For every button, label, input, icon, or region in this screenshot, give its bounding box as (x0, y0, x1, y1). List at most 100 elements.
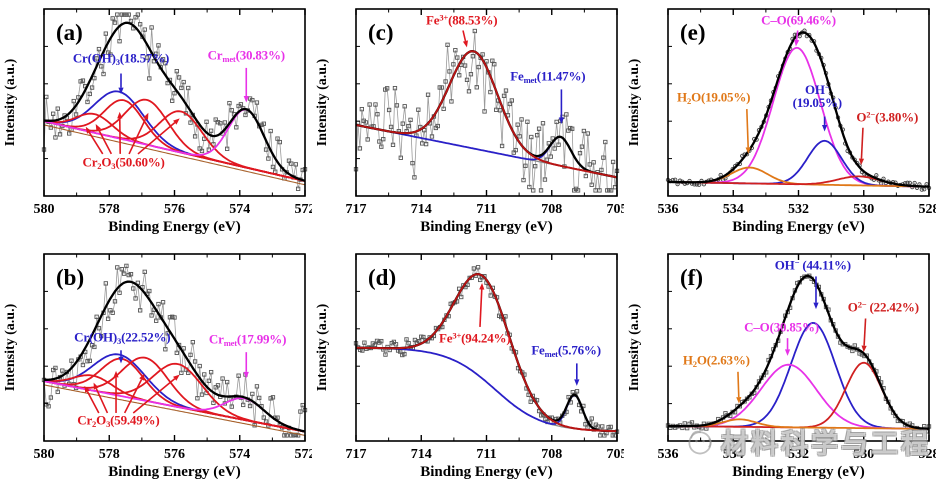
annotation-arrow (137, 121, 176, 155)
main-fit-top (355, 273, 617, 433)
annotation-arrow (97, 129, 113, 155)
x-tick-label: 578 (99, 447, 120, 462)
panel-a: 580 578 576 574 572 Binding Energy (eV) Intens… (0, 0, 312, 245)
x-tick-label: 578 (99, 202, 120, 217)
envelope-curve (43, 21, 306, 182)
y-axis-label: Intensity (a.u.) (627, 58, 642, 146)
fit-peak-0 (667, 321, 929, 430)
x-tick-label: 714 (411, 447, 432, 462)
annotation-arrow (746, 109, 749, 148)
annotation-arrow (479, 289, 483, 327)
panel-e: 536 534 532 530 528 Binding Energy (eV) Intens… (624, 0, 936, 245)
x-tick-label: 572 (295, 202, 313, 217)
x-tick-label: 574 (229, 447, 250, 462)
raw-data-trace (667, 275, 930, 433)
plot-frame (355, 8, 618, 197)
y-axis-label: Intensity (a.u.) (315, 303, 330, 391)
x-tick-label: 572 (295, 447, 313, 462)
annotation-arrow (128, 118, 147, 155)
x-tick-label: 705 (607, 447, 625, 462)
x-tick-label: 530 (853, 447, 874, 462)
plot-frame (43, 8, 306, 197)
annotation-arrow (795, 30, 799, 41)
x-axis-label: Binding Energy (eV) (732, 219, 865, 235)
raw-data-trace (667, 30, 930, 191)
envelope-curve (44, 280, 306, 433)
panel-letter: (a) (56, 20, 83, 45)
fit-peak-3 (667, 418, 929, 430)
x-tick-label: 532 (788, 202, 809, 217)
x-tick-label: 536 (658, 202, 679, 217)
baseline-2 (43, 124, 306, 186)
envelope-curve (667, 274, 930, 430)
x-axis-label: Binding Energy (eV) (108, 219, 241, 235)
x-tick-label: 574 (229, 202, 250, 217)
x-tick-label: 708 (541, 447, 562, 462)
y-axis-label: Intensity (a.u.) (627, 303, 642, 391)
baseline-2 (43, 384, 306, 436)
x-tick-label: 714 (411, 202, 432, 217)
x-tick-label: 717 (346, 202, 367, 217)
spectrum-plot-e: 536 534 532 530 528 Binding Energy (eV) Intens… (627, 8, 936, 235)
envelope-curve (668, 31, 929, 188)
panel-b: 580 578 576 574 572 Binding Energy (eV) Intens… (0, 245, 312, 490)
x-tick-label: 708 (541, 202, 562, 217)
annotation-arrow (123, 379, 143, 414)
x-tick-label: 705 (607, 202, 625, 217)
fit-peak-2 (667, 361, 930, 430)
raw-data-trace (355, 30, 618, 192)
x-tick-label: 711 (476, 202, 496, 217)
annotation-arrow (863, 318, 867, 346)
plot-frame (667, 253, 930, 442)
x-tick-label: 576 (164, 202, 185, 217)
spectrum-plot-f: 536 534 532 530 528 Binding Energy (eV) Intens… (627, 253, 936, 480)
x-tick-label: 536 (658, 447, 679, 462)
x-tick-label: 580 (34, 202, 55, 217)
x-tick-label: 717 (346, 447, 367, 462)
annotation-arrow (462, 30, 467, 42)
spectrum-plot-c: 717 714 711 708 705 Binding Energy (eV) Intens… (315, 8, 625, 235)
x-tick-label: 534 (723, 202, 744, 217)
annotation-arrow (860, 127, 864, 159)
panel-d: 717 714 711 708 705 Binding Energy (eV) Intens… (312, 245, 624, 490)
x-tick-label: 532 (788, 447, 809, 462)
envelope-curve (355, 272, 617, 433)
y-axis-label: Intensity (a.u.) (3, 303, 18, 391)
x-tick-label: 530 (853, 202, 874, 217)
fit-peak-1 (667, 363, 929, 430)
x-tick-label: 534 (723, 447, 744, 462)
x-tick-label: 576 (164, 447, 185, 462)
main-fit-top (355, 50, 618, 179)
annotation-arrow (737, 371, 740, 398)
x-tick-label: 528 (919, 202, 936, 217)
fit-peak-0 (43, 90, 306, 182)
x-tick-label: 528 (919, 447, 936, 462)
panel-letter: (b) (56, 265, 84, 290)
panel-c: 717 714 711 708 705 Binding Energy (eV) Intens… (312, 0, 624, 245)
annotation-arrow (132, 378, 176, 414)
raw-data-trace (355, 266, 618, 437)
x-tick-label: 711 (476, 447, 496, 462)
panel-letter: (e) (680, 20, 706, 45)
x-axis-label: Binding Energy (eV) (420, 219, 553, 235)
annotation-arrow (86, 391, 100, 414)
y-axis-label: Intensity (a.u.) (3, 58, 18, 146)
annotation-arrow (95, 388, 109, 414)
y-axis-label: Intensity (a.u.) (315, 58, 330, 146)
x-axis-label: Binding Energy (eV) (108, 464, 241, 480)
spectrum-plot-b: 580 578 576 574 572 Binding Energy (eV) Intens… (3, 253, 313, 480)
panel-letter: (c) (368, 20, 394, 45)
raw-data-trace (43, 264, 306, 436)
panel-letter: (d) (368, 265, 396, 290)
x-axis-label: Binding Energy (eV) (732, 464, 865, 480)
fit-peak-0 (668, 46, 929, 188)
fit-peak-0 (355, 273, 617, 432)
x-tick-label: 580 (34, 447, 55, 462)
panel-f: 536 534 532 530 528 Binding Energy (eV) Intens… (624, 245, 936, 490)
panel-letter: (f) (680, 265, 703, 290)
annotation-arrow (88, 131, 104, 155)
raw-data-trace (43, 13, 306, 189)
envelope-curve (355, 50, 618, 179)
spectrum-plot-a: 580 578 576 574 572 Binding Energy (eV) Intens… (3, 8, 313, 235)
